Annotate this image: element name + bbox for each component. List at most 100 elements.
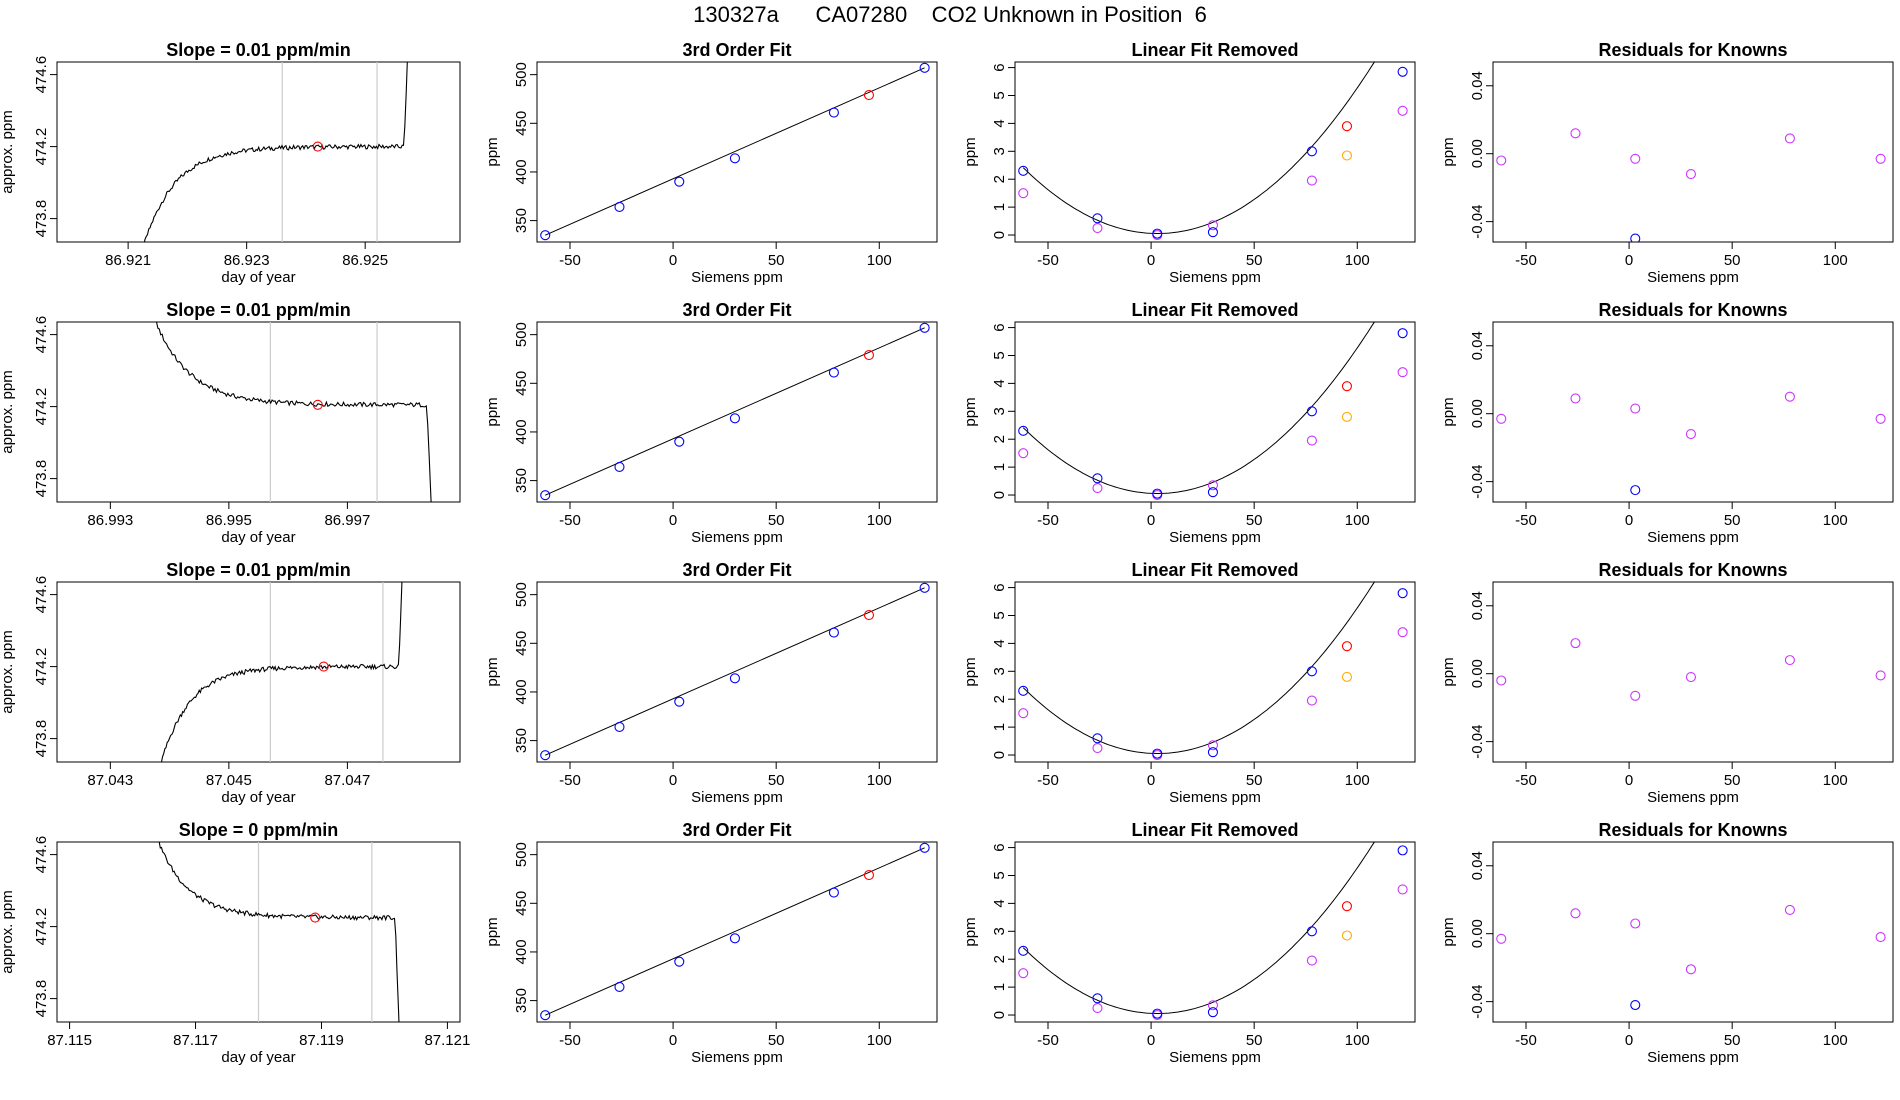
x-tick-label: 87.117 [173,1032,218,1049]
y-tick-label: 1 [991,203,1008,211]
x-tick-label: 0 [669,252,677,269]
y-tick-label: 3 [991,667,1008,675]
y-tick-label: 450 [513,891,530,916]
x-tick-label: 0 [1625,252,1633,269]
fit-line [545,327,925,496]
x-tick-label: 100 [867,772,892,789]
y-tick-label: 350 [513,728,530,753]
y-axis-label: ppm [484,137,501,166]
panel-r3-c2: 3rd Order Fit -50 0 50 100 Siemens ppm 350 400 4… [484,560,938,806]
plot-title: Slope = 0.01 ppm/min [166,40,351,60]
panel-r1-c3: Linear Fit Removed -50 0 50 100 Siemens ppm 0 1… [962,40,1416,286]
residual-point [1875,932,1886,943]
unknown-point [863,90,875,101]
y-tick-label: 0.04 [1469,591,1486,620]
y-tick-label: 350 [513,468,530,493]
y-tick-label: 500 [513,582,530,607]
y-axis-label: approx. ppm [0,110,16,193]
x-tick-label: 86.993 [87,512,133,529]
y-tick-label: 3 [991,147,1008,155]
panel-r1-c4: Residuals for Knowns -50 0 50 100 Siemens ppm… [1440,40,1894,286]
panel-r2-c2: 3rd Order Fit -50 0 50 100 Siemens ppm 350 400 4… [484,300,938,546]
plot-area [157,842,400,1022]
y-axis-label: approx. ppm [0,890,16,973]
x-tick-label: -50 [1515,772,1537,789]
y-tick-label: 474.6 [33,316,50,354]
plot-title: 3rd Order Fit [682,560,791,580]
removed-point [1207,480,1218,491]
residual-point [1875,670,1886,681]
known-point [1152,748,1163,759]
residual-point [1784,391,1795,402]
y-tick-label: 4 [991,119,1008,127]
residual-point [1496,933,1507,944]
y-axis-label: ppm [1440,917,1457,946]
x-tick-label: -50 [559,1032,581,1049]
x-tick-label: 0 [669,1032,677,1049]
y-tick-label: 6 [991,63,1008,71]
y-axis-label: ppm [1440,657,1457,686]
y-tick-label: -0.04 [1469,205,1486,239]
x-tick-label: -50 [1037,252,1059,269]
y-tick-label: 0 [991,1011,1008,1019]
x-axis-label: Siemens ppm [691,789,783,806]
known-point [1397,66,1408,77]
unknown-mean-point [310,912,321,923]
x-tick-label: 0 [1147,1032,1155,1049]
x-tick-label: 50 [1246,512,1263,529]
x-tick-label: 100 [1345,512,1370,529]
known-point [1018,685,1029,696]
removed-point [1018,448,1029,459]
known-point [540,230,551,241]
residual-point [1784,133,1795,144]
plot-frame [1014,841,1416,1023]
plot-area [1496,904,1886,1011]
plot-title: 3rd Order Fit [682,40,791,60]
y-tick-label: 500 [513,842,530,867]
residual-point [1685,429,1696,440]
y-tick-label: 2 [991,435,1008,443]
plot-area [1018,62,1408,241]
removed-point [1306,955,1317,966]
y-tick-label: 400 [513,419,530,444]
x-tick-label: 100 [867,1032,892,1049]
y-tick-label: 4 [991,639,1008,647]
y-tick-label: 350 [513,988,530,1013]
x-tick-label: 100 [1345,252,1370,269]
alt-point [1341,930,1353,941]
plot-frame [1492,581,1894,763]
plot-frame [1014,581,1416,763]
plot-area [1496,128,1886,242]
removed-point [1207,740,1218,751]
removed-point [1306,435,1317,446]
known-point [614,721,625,733]
y-tick-label: 2 [991,955,1008,963]
x-tick-label: 0 [1147,772,1155,789]
known-point [1306,926,1317,937]
y-tick-label: -0.04 [1469,465,1486,499]
unknown-point [1341,901,1353,912]
x-axis-label: Siemens ppm [1169,789,1261,806]
unknown-point [863,350,875,361]
unknown-point [1341,381,1353,392]
y-tick-label: 5 [991,351,1008,359]
concentration-trace [155,322,432,502]
plot-title: Linear Fit Removed [1131,560,1298,580]
figure-title: 130327a CA07280 CO2 Unknown in Position … [693,2,1207,27]
fit-line [545,847,925,1016]
known-point [674,696,685,707]
y-axis-label: ppm [962,397,979,426]
x-tick-label: 50 [1724,252,1741,269]
plot-frame [56,581,461,763]
y-tick-label: 0.04 [1469,71,1486,100]
plot-area [540,582,930,761]
known-point [1092,213,1103,224]
x-tick-label: 50 [1724,512,1741,529]
removed-point [1207,220,1218,231]
known-point [828,367,839,378]
alt-point [1341,411,1353,422]
y-tick-label: 474.6 [33,576,50,614]
known-point [919,582,930,593]
removed-point [1092,742,1103,754]
residual-point [1630,153,1641,164]
